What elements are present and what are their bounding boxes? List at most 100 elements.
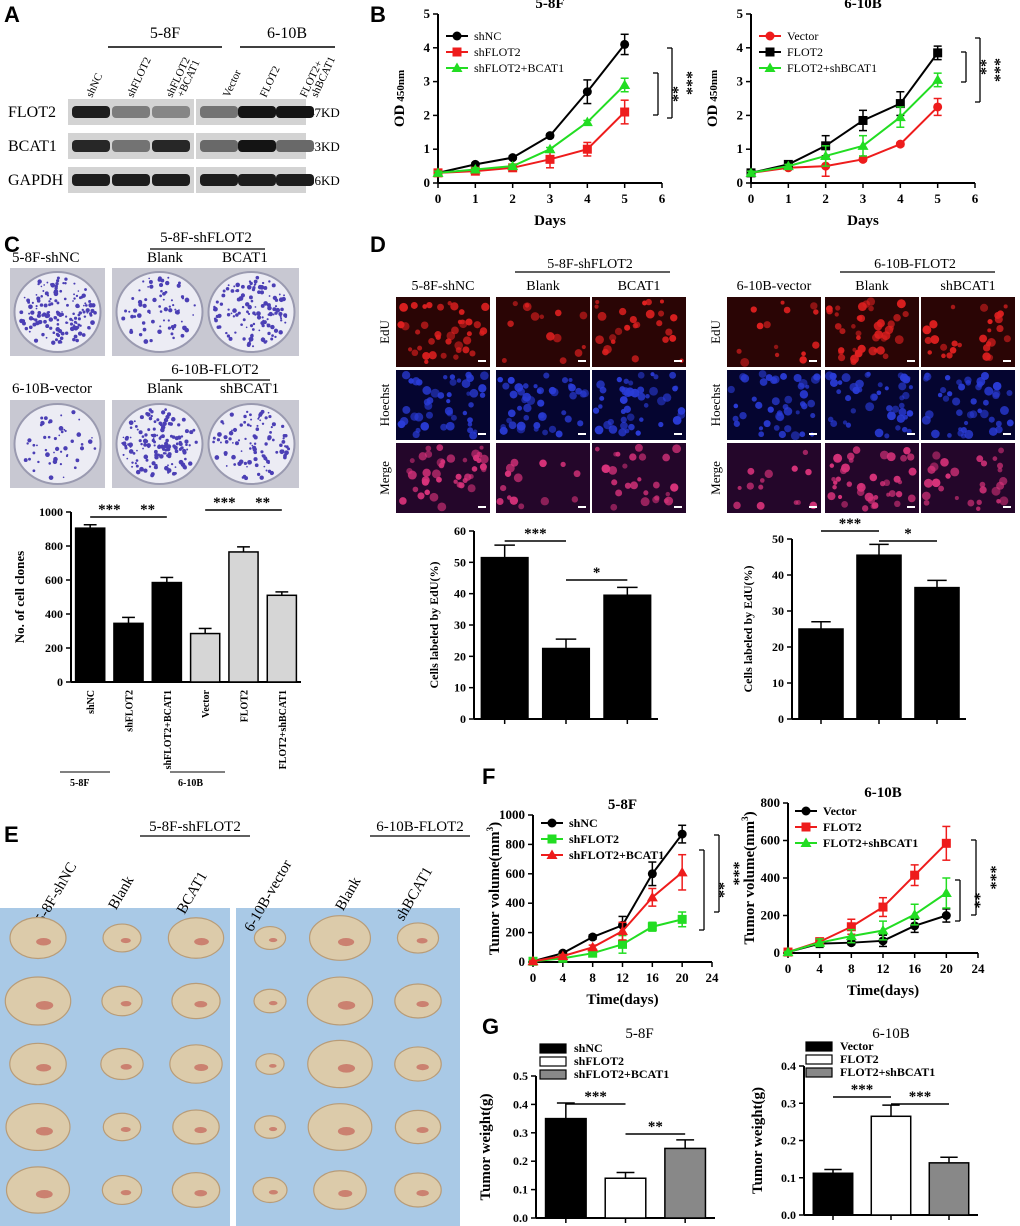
data-point [588, 948, 598, 958]
nucleus-dot [629, 315, 637, 324]
colony-dot [88, 303, 93, 308]
data-point [557, 950, 569, 961]
colony-dot [78, 418, 81, 421]
colony-dot [62, 281, 65, 285]
colony-dot [255, 280, 258, 283]
y-tick-label: 4 [737, 40, 744, 55]
y-tick-label: 1 [737, 141, 744, 156]
scale-bar [907, 360, 915, 362]
nucleus-dot [897, 372, 904, 379]
colony-dot [188, 444, 191, 447]
colony-dot [135, 464, 139, 468]
nucleus-dot [502, 382, 510, 390]
blot-band [200, 174, 238, 186]
colony-dot [39, 423, 43, 427]
nucleus-dot [927, 465, 936, 474]
nucleus-dot [793, 500, 799, 505]
plate-label: Blank [147, 250, 183, 266]
data-point [782, 946, 794, 957]
nucleus-dot [560, 461, 566, 468]
x-tick-label: 20 [676, 970, 689, 985]
y-tick-label: 0 [737, 175, 744, 190]
nucleus-dot [958, 383, 966, 391]
colony-dot [180, 295, 185, 299]
nucleus-dot [614, 327, 623, 336]
y-tick-label: 0 [424, 175, 431, 190]
data-point [846, 922, 856, 932]
tumor-photo-panel: 5-8F-shNC Blank BCAT1 6-10B-vector Blank shBC… [0, 819, 470, 1226]
colony-dot [232, 427, 238, 433]
data-point [940, 887, 952, 897]
nucleus-dot [623, 405, 631, 413]
colony-dot [175, 442, 179, 446]
colony-dot [265, 469, 268, 472]
y-tick-label: 2 [737, 107, 744, 122]
data-point [545, 154, 555, 164]
colony-dot [264, 416, 268, 420]
series-line [437, 84, 626, 174]
y-tick-label: 800 [506, 836, 526, 851]
colony-dot [260, 450, 264, 454]
colony-dot [224, 440, 229, 444]
bar [266, 594, 298, 683]
scale-bar [578, 506, 586, 508]
tumor [254, 1115, 286, 1139]
chart-b-6-10b: 0 1 2 3 4 5 6 0 1 2 3 4 5 Days OD 450nm 6-10B Vector FLOT2… [705, 0, 1003, 229]
bar [856, 554, 902, 720]
nucleus-dot [758, 370, 767, 378]
nucleus-dot [941, 353, 946, 359]
nucleus-dot [449, 378, 457, 386]
nucleus-dot [536, 387, 544, 395]
panel-letter-d: D [370, 232, 386, 257]
nucleus-dot [830, 420, 838, 428]
edu-image [727, 297, 821, 367]
colony-dot [174, 449, 179, 454]
nucleus-dot [732, 415, 739, 422]
colony-dot [219, 441, 222, 444]
colony-dot [48, 317, 54, 322]
colony-dot [37, 311, 42, 315]
y-tick-label: 0 [57, 675, 63, 689]
y-tick-label: 20 [454, 649, 466, 663]
colony-dot [184, 457, 187, 461]
colony-dot [170, 325, 175, 329]
colony-dot [86, 311, 89, 314]
nucleus-dot [733, 501, 741, 510]
nucleus-dot [858, 483, 864, 489]
nucleus-dot [758, 431, 765, 438]
tumor [306, 976, 374, 1026]
data-point [745, 167, 757, 177]
colony-dot [121, 442, 124, 445]
nucleus-dot [412, 430, 420, 439]
nucleus-dot [640, 497, 650, 507]
legend-marker [546, 849, 558, 859]
nucleus-dot [852, 446, 861, 454]
colony-dot [259, 290, 265, 295]
colony-dot [35, 294, 38, 296]
legend-swatch [805, 1067, 833, 1078]
edu-group-label: 6-10B-FLOT2 [874, 257, 956, 272]
nucleus-dot [624, 482, 632, 489]
nucleus-dot [907, 453, 915, 461]
colony-dot [73, 282, 76, 285]
scale-bar [1003, 433, 1011, 435]
nucleus-dot [746, 482, 754, 490]
colony-dot [152, 437, 155, 440]
legend-swatch [539, 1069, 567, 1080]
colony-dot [240, 450, 243, 452]
colony-dot [59, 450, 63, 453]
colony-dot [131, 461, 134, 464]
nucleus-dot [793, 373, 802, 382]
nucleus-dot [802, 449, 809, 456]
nucleus-dot [457, 319, 463, 325]
colony-dot [226, 313, 231, 317]
panel-letter-a: A [4, 2, 20, 27]
colony-dot [230, 289, 235, 293]
nucleus-dot [580, 389, 589, 398]
nucleus-dot [669, 334, 677, 342]
data-point [582, 144, 592, 154]
colony-dot [149, 338, 153, 343]
colony-dot [274, 305, 278, 308]
y-axis-label: OD 450nm [392, 70, 408, 127]
colony-dot [84, 302, 87, 305]
